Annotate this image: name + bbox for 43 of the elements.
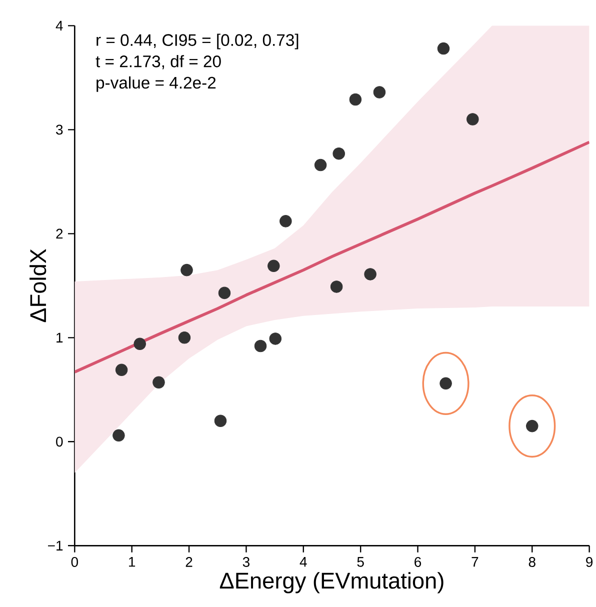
x-tick-label: 6 xyxy=(414,557,422,567)
point xyxy=(180,264,193,276)
point xyxy=(269,332,282,345)
point xyxy=(466,113,479,126)
x-tick-label: 3 xyxy=(242,557,250,567)
x-tick-label: 5 xyxy=(357,557,364,567)
point xyxy=(314,158,327,172)
point xyxy=(526,420,538,432)
annotation: p-value = 4.2e-2 xyxy=(96,76,216,92)
point xyxy=(373,86,386,98)
x-axis-title: ΔEnergy (EVmutation) xyxy=(220,572,444,594)
annotation: r = 0.44, CI95 = [0.02, 0.73] xyxy=(96,34,298,50)
point xyxy=(437,42,450,55)
x-tick-label: 1 xyxy=(129,557,136,567)
x-tick-label: 7 xyxy=(472,557,478,567)
y-tick-label: −1 xyxy=(48,540,63,550)
point xyxy=(349,93,362,106)
x-tick-label: 8 xyxy=(528,557,536,567)
y-tick-label: 3 xyxy=(56,124,63,135)
y-tick-label: 0 xyxy=(56,436,63,447)
point xyxy=(440,377,452,390)
point xyxy=(152,376,165,389)
point xyxy=(134,338,146,350)
point xyxy=(280,215,292,228)
point xyxy=(178,332,191,344)
point xyxy=(214,414,227,427)
x-tick-label: 4 xyxy=(300,557,307,567)
x-tick-label: 2 xyxy=(186,557,192,567)
point xyxy=(332,147,345,160)
y-tick-label: 4 xyxy=(56,20,63,30)
y-tick-label: 2 xyxy=(56,228,63,239)
point xyxy=(330,280,343,293)
point xyxy=(254,340,267,352)
point xyxy=(218,286,231,300)
point xyxy=(115,364,128,376)
annotation: t = 2.173, df = 20 xyxy=(96,55,221,70)
x-tick-label: 0 xyxy=(71,557,78,567)
point xyxy=(268,260,280,272)
y-axis-title: ΔFoldX xyxy=(30,248,46,322)
x-tick-label: 9 xyxy=(586,557,593,567)
point xyxy=(364,268,376,280)
y-tick-label: 1 xyxy=(56,332,63,342)
point xyxy=(112,429,125,442)
